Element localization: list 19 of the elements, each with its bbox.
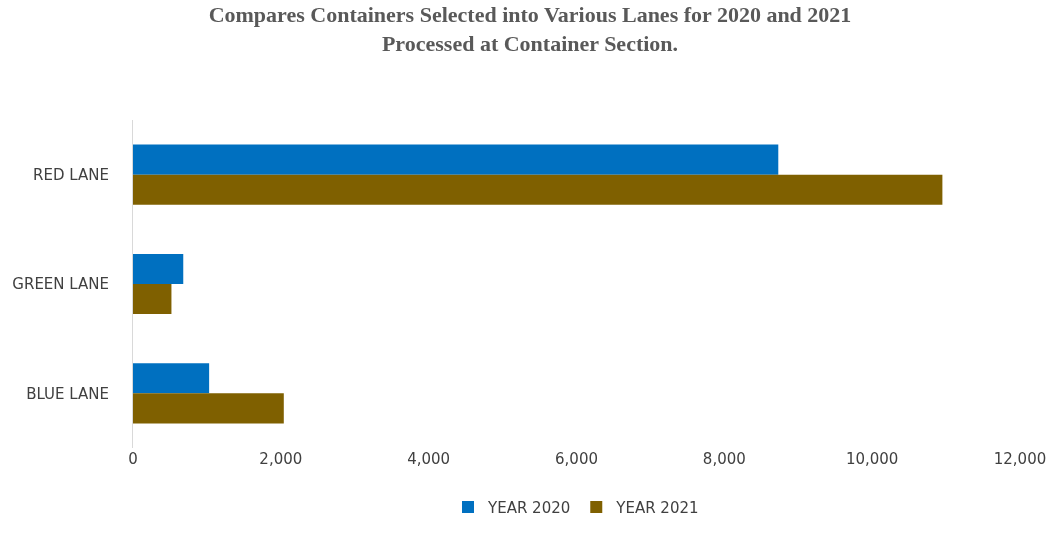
chart-title: Compares Containers Selected into Various Lanes for 2020 and 2021 Processed at Container Section.	[208, 1, 852, 56]
bar	[133, 284, 172, 315]
bar	[133, 253, 184, 284]
x-tick-label: 12,000	[993, 450, 1047, 468]
y-tick-label: BLUE LANE	[26, 384, 109, 403]
y-tick-label: GREEN LANE	[12, 275, 109, 294]
x-tick-label: 2,000	[259, 450, 303, 468]
legend-label: YEAR 2020	[487, 498, 571, 517]
x-tick-label: 10,000	[845, 450, 899, 468]
x-tick-label: 0	[128, 450, 138, 468]
x-tick-label: 4,000	[407, 450, 451, 468]
bar	[133, 393, 284, 424]
bar	[133, 144, 779, 175]
legend-label: YEAR 2021	[615, 498, 699, 517]
x-tick-label: 6,000	[555, 450, 598, 468]
y-tick-label: RED LANE	[33, 165, 109, 184]
x-tick-label: 8,000	[702, 450, 746, 468]
bar	[133, 174, 943, 205]
bar	[133, 363, 210, 394]
